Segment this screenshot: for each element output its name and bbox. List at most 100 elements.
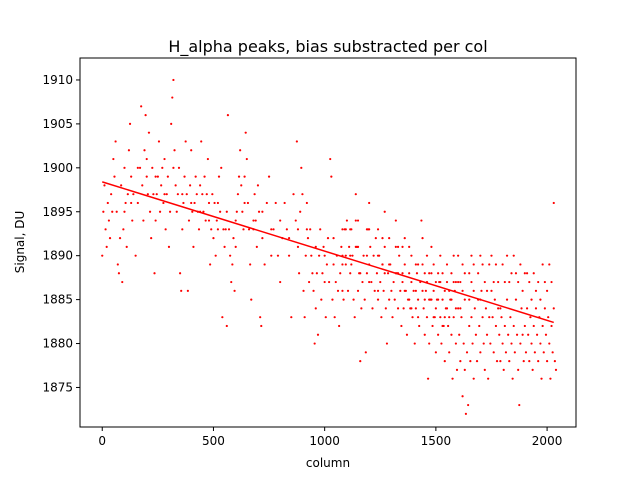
data-point xyxy=(243,201,246,205)
data-point xyxy=(285,228,288,231)
data-point xyxy=(434,307,437,310)
data-point xyxy=(384,307,387,310)
data-point xyxy=(539,342,542,345)
data-point xyxy=(222,228,225,231)
trend-line xyxy=(102,181,554,324)
data-point xyxy=(484,307,488,310)
data-point xyxy=(471,342,474,345)
data-point xyxy=(463,368,466,371)
data-point xyxy=(545,360,549,363)
data-point xyxy=(324,316,327,319)
data-point xyxy=(243,175,246,178)
data-point xyxy=(550,324,553,328)
data-point xyxy=(459,307,462,310)
data-point xyxy=(541,324,544,328)
data-point xyxy=(498,333,501,336)
data-point xyxy=(315,272,318,275)
y-tick-label: 1875 xyxy=(42,380,73,394)
data-point xyxy=(408,245,411,248)
data-point xyxy=(443,289,446,292)
data-point xyxy=(483,280,486,284)
data-point xyxy=(185,193,188,196)
data-point xyxy=(549,377,552,380)
data-point xyxy=(270,254,273,257)
data-point xyxy=(515,333,519,336)
x-axis-label: column xyxy=(306,456,350,470)
data-point xyxy=(144,114,147,117)
data-point xyxy=(107,219,111,222)
data-point xyxy=(385,342,389,345)
data-point xyxy=(195,193,198,196)
data-point xyxy=(454,280,457,284)
data-point xyxy=(338,324,341,328)
data-point xyxy=(393,298,396,301)
data-point xyxy=(143,149,146,152)
data-point xyxy=(408,272,411,275)
y-tick-label: 1905 xyxy=(42,117,73,131)
data-point xyxy=(270,228,273,231)
data-point xyxy=(481,263,484,266)
data-point xyxy=(121,280,124,284)
data-point xyxy=(345,219,349,222)
data-points xyxy=(101,78,558,415)
data-point xyxy=(320,298,323,301)
data-point xyxy=(344,263,347,266)
data-point xyxy=(430,272,433,275)
data-point xyxy=(156,175,159,178)
data-point xyxy=(124,201,127,205)
data-point xyxy=(204,219,207,222)
data-point xyxy=(349,228,352,231)
data-point xyxy=(215,219,218,222)
x-axis-ticks: 0 500 1000 1500 2000 xyxy=(98,427,562,448)
data-point xyxy=(186,289,189,292)
data-point xyxy=(240,184,243,187)
data-point xyxy=(548,263,551,266)
data-point xyxy=(481,316,484,319)
data-point xyxy=(531,368,534,371)
data-point xyxy=(349,254,352,257)
data-point xyxy=(394,219,397,222)
data-point xyxy=(342,298,345,301)
data-point xyxy=(309,228,312,231)
data-point xyxy=(244,131,247,134)
data-point xyxy=(326,237,330,240)
data-point xyxy=(478,324,481,328)
data-point xyxy=(346,289,350,292)
y-tick-label: 1900 xyxy=(42,161,73,175)
data-point xyxy=(254,219,257,222)
data-point xyxy=(359,360,362,363)
y-tick-label: 1890 xyxy=(42,249,73,263)
data-point xyxy=(140,105,143,108)
data-point xyxy=(279,219,282,222)
data-point xyxy=(532,272,535,275)
data-point xyxy=(459,360,462,363)
data-point xyxy=(356,245,360,248)
data-point xyxy=(428,272,431,275)
data-point xyxy=(450,272,453,275)
data-point xyxy=(168,210,172,213)
data-point xyxy=(411,316,414,319)
data-point xyxy=(428,342,431,345)
data-point xyxy=(381,263,384,266)
data-point xyxy=(423,298,426,301)
data-point xyxy=(474,333,478,336)
data-point xyxy=(472,263,475,266)
data-point xyxy=(483,368,486,371)
data-point xyxy=(181,193,184,196)
data-point xyxy=(173,149,176,152)
data-point xyxy=(147,131,151,134)
data-point xyxy=(554,368,558,371)
data-point xyxy=(465,351,469,354)
data-point xyxy=(533,351,536,354)
data-point xyxy=(178,272,182,275)
data-point xyxy=(394,245,397,248)
data-point xyxy=(190,201,193,205)
data-point xyxy=(322,245,325,248)
data-point xyxy=(325,263,328,266)
data-point xyxy=(225,210,228,213)
data-point xyxy=(477,272,480,275)
data-point xyxy=(401,272,404,275)
data-point xyxy=(101,254,104,257)
data-point xyxy=(544,333,548,336)
data-point xyxy=(535,333,539,336)
